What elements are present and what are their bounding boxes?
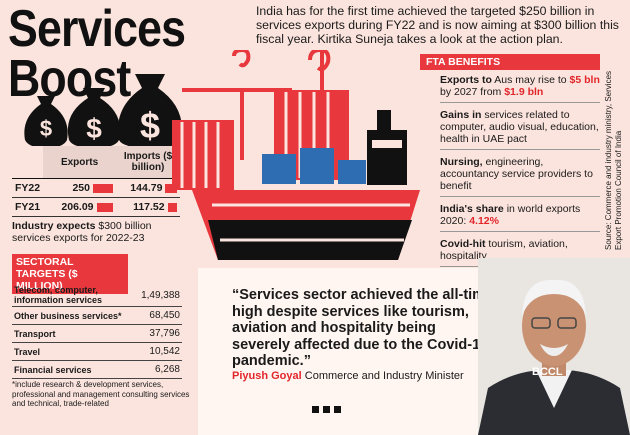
quote-panel [198, 268, 498, 435]
header-cell: Exports [43, 146, 116, 179]
sectoral-table: Telecom, computer, information services 1… [12, 284, 182, 379]
target-cell: 10,542 [126, 342, 182, 361]
svg-text:$: $ [86, 113, 102, 144]
fta-text: Exports to [440, 74, 492, 86]
year-cell: FY22 [12, 178, 44, 198]
target-cell: 1,49,388 [126, 284, 182, 307]
fta-text: engineering, accountancy service provide… [440, 156, 593, 192]
target-cell: 6,268 [126, 360, 182, 379]
table-row: Financial services 6,268 [12, 360, 182, 379]
year-cell: FY21 [12, 197, 44, 217]
sector-cell: Travel [12, 342, 126, 361]
fta-item: India's share in world exports 2020: 4.1… [440, 203, 600, 232]
bar [96, 202, 113, 212]
fta-text: Gains in [440, 109, 482, 121]
photo-credit: BCCL [532, 366, 563, 378]
table-row: Transport 37,796 [12, 324, 182, 343]
fta-text: 4.12% [469, 215, 499, 227]
fta-item: Exports to Aus may rise to $5 bln by 202… [440, 74, 600, 103]
header-cell: Imports ($ billion) [116, 146, 180, 179]
table-body: FY22 250 144.79 FY21 206.09 117.52 [12, 178, 180, 217]
fta-items: Exports to Aus may rise to $5 bln by 202… [420, 74, 600, 267]
table-body: Telecom, computer, information services 1… [12, 284, 182, 379]
sector-cell: Transport [12, 324, 126, 343]
svg-text:$: $ [140, 105, 160, 146]
target-cell: 37,796 [126, 324, 182, 343]
table-row: FY21 206.09 117.52 [12, 197, 180, 217]
note-text: $300 billion services exports for 2022-2… [12, 220, 152, 244]
fta-text: Aus may rise to [494, 74, 567, 86]
title-line: Boost [8, 50, 131, 108]
source: Source: Commerce and industry ministry, … [604, 70, 623, 250]
sector-cell: Financial services [12, 360, 126, 379]
fta-text: $1.9 bln [504, 86, 544, 98]
table-row: FY22 250 144.79 [12, 178, 180, 198]
fta-text: in world exports 2020: [440, 203, 581, 227]
title: Services Boost [8, 0, 186, 108]
fta-text: $5 bln [569, 74, 600, 86]
trade-table: Exports Imports ($ billion) FY22 250 144.7… [12, 146, 180, 217]
sector-cell: Telecom, computer, information services [12, 284, 126, 307]
header-cell [12, 146, 44, 179]
fta-text: Nursing, [440, 156, 483, 168]
fta-text: India's share [440, 203, 504, 215]
intro: India has for the first time achieved th… [256, 4, 619, 46]
value-text: 250 [72, 182, 90, 194]
fta-text: tourism, aviation, hospitality [440, 238, 568, 262]
value-cell: 117.52 [116, 197, 180, 217]
quote-role: Commerce and Industry Minister [304, 370, 464, 382]
fta-panel: FTA BENEFITS Exports to Aus may rise to … [420, 54, 600, 273]
fta-item: Covid-hit tourism, aviation, hospitality [440, 238, 600, 267]
bar [165, 183, 177, 193]
dots [312, 406, 341, 413]
svg-text:$: $ [40, 116, 52, 141]
table-row: Other business services* 68,450 [12, 306, 182, 325]
table-row: Telecom, computer, information services 1… [12, 284, 182, 307]
value-text: 206.09 [61, 201, 94, 213]
value-text: 144.79 [130, 182, 163, 194]
fta-item: Nursing, engineering, accountancy servic… [440, 156, 600, 197]
quote-name: Piyush Goyal [232, 370, 302, 382]
money-bags: $ $ $ [24, 74, 183, 148]
value-cell: 250 [43, 178, 116, 198]
industry-note: Industry expects $300 billion services e… [12, 220, 182, 244]
value-cell: 144.79 [116, 178, 180, 198]
fta-text: services related to computer, audio visu… [440, 109, 599, 145]
quote-text: “Services sector achieved the all-time h… [232, 287, 494, 369]
ship-illustration [172, 50, 420, 290]
photo [478, 258, 630, 435]
bar [167, 202, 177, 212]
fta-text: Covid-hit [440, 238, 486, 250]
table-row: Travel 10,542 [12, 342, 182, 361]
bar [93, 183, 113, 193]
quote-attribution: Piyush Goyal Commerce and Industry Minis… [232, 370, 482, 383]
target-cell: 68,450 [126, 306, 182, 325]
note-lead: Industry expects [12, 220, 96, 232]
fta-item: Gains in services related to computer, a… [440, 109, 600, 150]
title-line: Services [8, 0, 186, 58]
footnote: *include research & development services… [12, 380, 190, 408]
value-cell: 206.09 [43, 197, 116, 217]
sector-cell: Other business services* [12, 306, 126, 325]
value-text: 117.52 [133, 201, 165, 213]
fta-title: FTA BENEFITS [420, 54, 600, 70]
fta-text: by 2027 from [440, 86, 502, 98]
table-header: Exports Imports ($ billion) [12, 146, 180, 179]
